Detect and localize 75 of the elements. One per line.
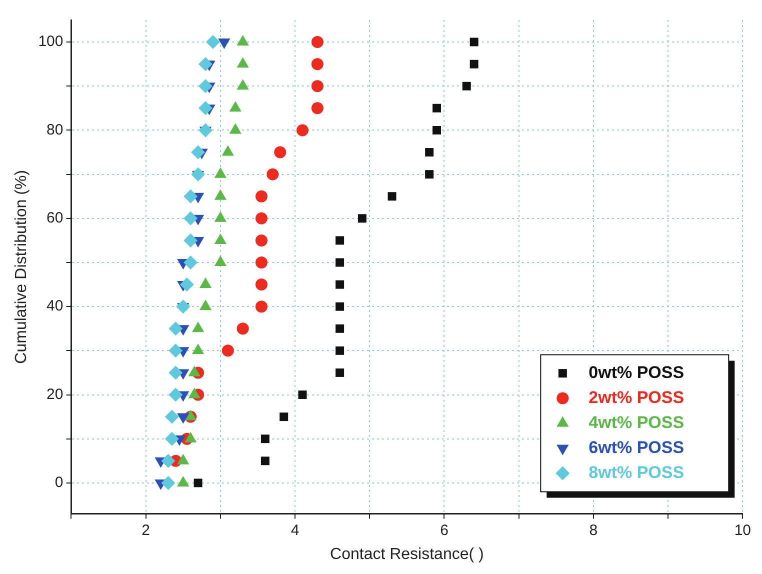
point	[311, 102, 324, 114]
point	[168, 366, 183, 380]
point	[280, 412, 288, 422]
x-axis-title: Contact Resistance( )	[330, 546, 484, 563]
legend-label: 4wt% POSS	[588, 412, 684, 432]
x-tick-label: 10	[734, 522, 751, 539]
point	[336, 302, 344, 311]
legend-label: 2wt% POSS	[588, 388, 684, 407]
legend-label: 6wt% POSS	[588, 438, 684, 457]
point	[255, 256, 268, 268]
point	[336, 280, 344, 289]
point	[311, 36, 324, 48]
point	[311, 80, 324, 92]
x-tick-label: 8	[589, 522, 598, 539]
point	[161, 454, 176, 468]
y-tick-label: 60	[46, 210, 64, 227]
point	[336, 368, 344, 377]
point	[255, 300, 268, 313]
y-tick-label: 100	[38, 33, 64, 50]
y-axis-title: Cumulative Distribution (%)	[13, 170, 30, 364]
point	[198, 123, 213, 138]
legend-label: 8wt% POSS	[588, 462, 684, 482]
point	[255, 212, 268, 224]
point	[255, 278, 268, 291]
point	[184, 211, 198, 226]
point	[194, 478, 202, 488]
point	[266, 168, 279, 180]
point	[198, 57, 213, 72]
point	[168, 388, 183, 402]
point	[161, 476, 176, 490]
point	[184, 233, 198, 248]
point	[425, 148, 434, 157]
point	[336, 236, 344, 245]
point	[191, 145, 206, 160]
point	[470, 60, 478, 68]
y-tick-label: 80	[46, 121, 64, 138]
x-tick-label: 2	[142, 522, 150, 539]
point	[388, 192, 396, 201]
point	[164, 432, 179, 446]
legend-label: 0wt% POSS	[588, 362, 684, 382]
point	[198, 101, 213, 116]
point	[222, 344, 234, 357]
point	[260, 456, 270, 466]
point	[432, 126, 442, 134]
x-tick-label: 6	[440, 522, 448, 539]
point	[164, 410, 179, 424]
point	[336, 346, 344, 355]
point	[184, 189, 198, 204]
y-tick-label: 40	[46, 298, 64, 315]
point	[470, 38, 478, 46]
point	[180, 278, 194, 292]
point	[260, 434, 270, 444]
x-tick-label: 4	[290, 522, 300, 539]
y-tick-label: 0	[54, 474, 64, 492]
point	[198, 79, 213, 94]
point	[184, 255, 198, 270]
point	[425, 170, 434, 179]
point	[462, 82, 471, 90]
point	[311, 58, 324, 70]
point	[206, 35, 220, 50]
point	[255, 234, 268, 246]
point	[274, 146, 286, 158]
point	[191, 167, 206, 182]
point	[176, 300, 190, 314]
point	[168, 322, 183, 336]
point	[168, 344, 183, 358]
y-tick-label: 20	[46, 386, 64, 403]
point	[236, 322, 249, 335]
point	[432, 104, 442, 112]
point	[255, 190, 268, 202]
point	[296, 124, 308, 136]
point	[336, 324, 344, 333]
point	[336, 258, 344, 267]
point	[358, 214, 366, 223]
point	[298, 390, 307, 399]
